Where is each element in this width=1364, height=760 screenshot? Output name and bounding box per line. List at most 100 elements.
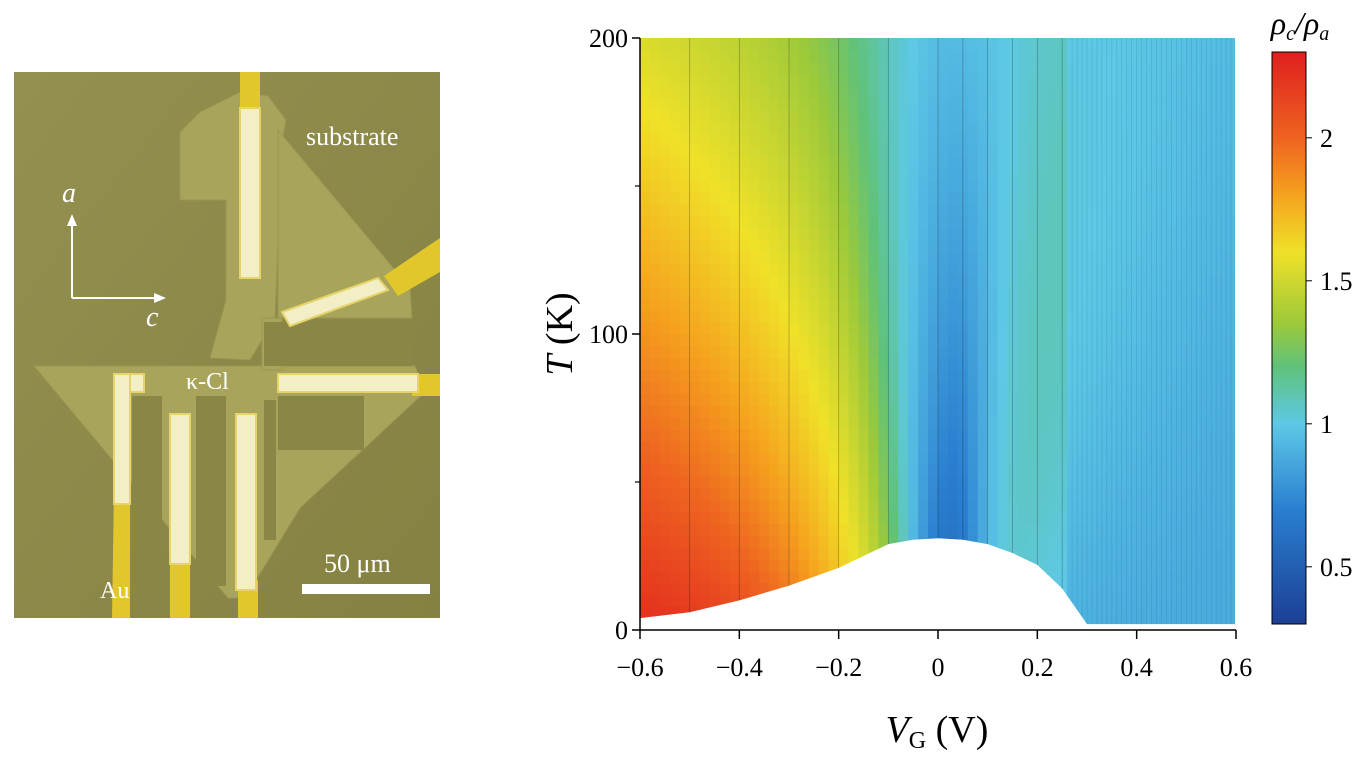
heatmap-cell: [669, 334, 681, 347]
heatmap-cell: [1067, 120, 1078, 134]
heatmap-cell: [669, 499, 681, 513]
heatmap-cell: [967, 49, 979, 63]
colorbar-label-slash: /: [1293, 5, 1307, 41]
heatmap-cell: [1156, 606, 1168, 619]
heatmap-cell: [640, 286, 651, 300]
heatmap-cell: [1126, 120, 1138, 134]
heatmap-cell: [1136, 476, 1148, 489]
heatmap-cell: [1156, 168, 1168, 181]
heatmap-cell: [1077, 73, 1088, 86]
heatmap-cell: [759, 251, 770, 264]
heatmap-cell: [1206, 594, 1217, 607]
heatmap-cell: [1176, 345, 1187, 359]
heatmap-cell: [779, 310, 790, 323]
heatmap-cell: [868, 416, 879, 430]
heatmap-cell: [1176, 357, 1187, 371]
heatmap-cell: [798, 191, 810, 205]
heatmap-cell: [739, 144, 750, 157]
heatmap-cell: [659, 499, 671, 513]
heatmap-cell: [928, 109, 939, 122]
heatmap-cell: [928, 428, 939, 442]
heatmap-cell: [858, 215, 870, 229]
heatmap-cell: [1067, 215, 1078, 229]
heatmap-cell: [679, 416, 691, 430]
heatmap-cell: [1226, 464, 1235, 477]
heatmap-cell: [987, 440, 999, 453]
colorbar-tick-label: 0.5: [1320, 553, 1353, 582]
heatmap-cell: [938, 97, 949, 110]
heatmap-cell: [928, 476, 939, 489]
heatmap-cell: [779, 381, 790, 394]
heatmap-cell: [1196, 239, 1207, 252]
heatmap-cell: [1136, 61, 1148, 75]
heatmap-cell: [699, 476, 711, 489]
heatmap-cell: [679, 156, 691, 169]
heatmap-cell: [977, 381, 989, 394]
heatmap-cell: [888, 523, 899, 536]
heatmap-cell: [1226, 487, 1235, 501]
heatmap-cell: [669, 570, 681, 584]
heatmap-cell: [1206, 144, 1217, 157]
heatmap-cell: [1037, 428, 1048, 442]
heatmap-cell: [1077, 476, 1088, 489]
heatmap-cell: [1126, 203, 1138, 217]
heatmap-cell: [967, 85, 979, 98]
heatmap-cell: [977, 203, 989, 217]
heatmap-cell: [888, 97, 899, 110]
heatmap-cell: [689, 286, 701, 300]
heatmap-cell: [1067, 428, 1078, 442]
heatmap-cell: [749, 61, 760, 75]
heatmap-cell: [1156, 345, 1168, 359]
heatmap-cell: [908, 310, 919, 323]
heatmap-cell: [997, 109, 1009, 122]
heatmap-cell: [888, 109, 899, 122]
heatmap-cell: [1186, 274, 1197, 288]
heatmap-cell: [928, 191, 939, 205]
heatmap-cell: [908, 523, 919, 536]
heatmap-cell: [1007, 357, 1019, 371]
heatmap-cell: [709, 322, 721, 335]
heatmap-cell: [1077, 416, 1088, 430]
heatmap-cell: [1186, 428, 1197, 442]
heatmap-cell: [1047, 191, 1058, 205]
heatmap-cell: [938, 73, 949, 86]
heatmap-cell: [789, 85, 800, 98]
heatmap-cell: [947, 262, 959, 276]
heatmap-cell: [928, 464, 939, 477]
heatmap-cell: [689, 334, 701, 347]
heatmap-cell: [1146, 582, 1158, 596]
heatmap-cell: [1176, 369, 1187, 382]
heatmap-cell: [977, 286, 989, 300]
heatmap-cell: [1216, 322, 1227, 335]
heatmap-cell: [709, 73, 721, 86]
heatmap-cell: [739, 452, 750, 465]
heatmap-cell: [699, 523, 711, 536]
heatmap-cell: [649, 369, 661, 382]
heatmap-cell: [818, 452, 830, 465]
heatmap-cell: [808, 73, 820, 86]
heatmap-cell: [918, 405, 929, 418]
heatmap-cell: [957, 310, 969, 323]
heatmap-cell: [1087, 97, 1098, 110]
heatmap-cell: [1196, 38, 1207, 51]
heatmap-cell: [888, 381, 899, 394]
heatmap-cell: [828, 109, 840, 122]
heatmap-cell: [848, 452, 860, 465]
heatmap-cell: [709, 203, 721, 217]
heatmap-cell: [878, 357, 889, 371]
heatmap-cell: [967, 38, 979, 51]
heatmap-cell: [908, 298, 919, 311]
heatmap-cell: [1116, 144, 1128, 157]
heatmap-cell: [1116, 440, 1128, 453]
heatmap-cell: [1067, 191, 1078, 205]
heatmap-cell: [789, 547, 800, 560]
heatmap-cell: [1057, 61, 1068, 75]
heatmap-cell: [858, 322, 870, 335]
heatmap-cell: [997, 144, 1009, 157]
heatmap-cell: [1176, 156, 1187, 169]
heatmap-cell: [659, 334, 671, 347]
heatmap-cell: [1077, 428, 1088, 442]
heatmap-cell: [878, 369, 889, 382]
heatmap-cell: [1096, 286, 1108, 300]
heatmap-cell: [699, 487, 711, 501]
